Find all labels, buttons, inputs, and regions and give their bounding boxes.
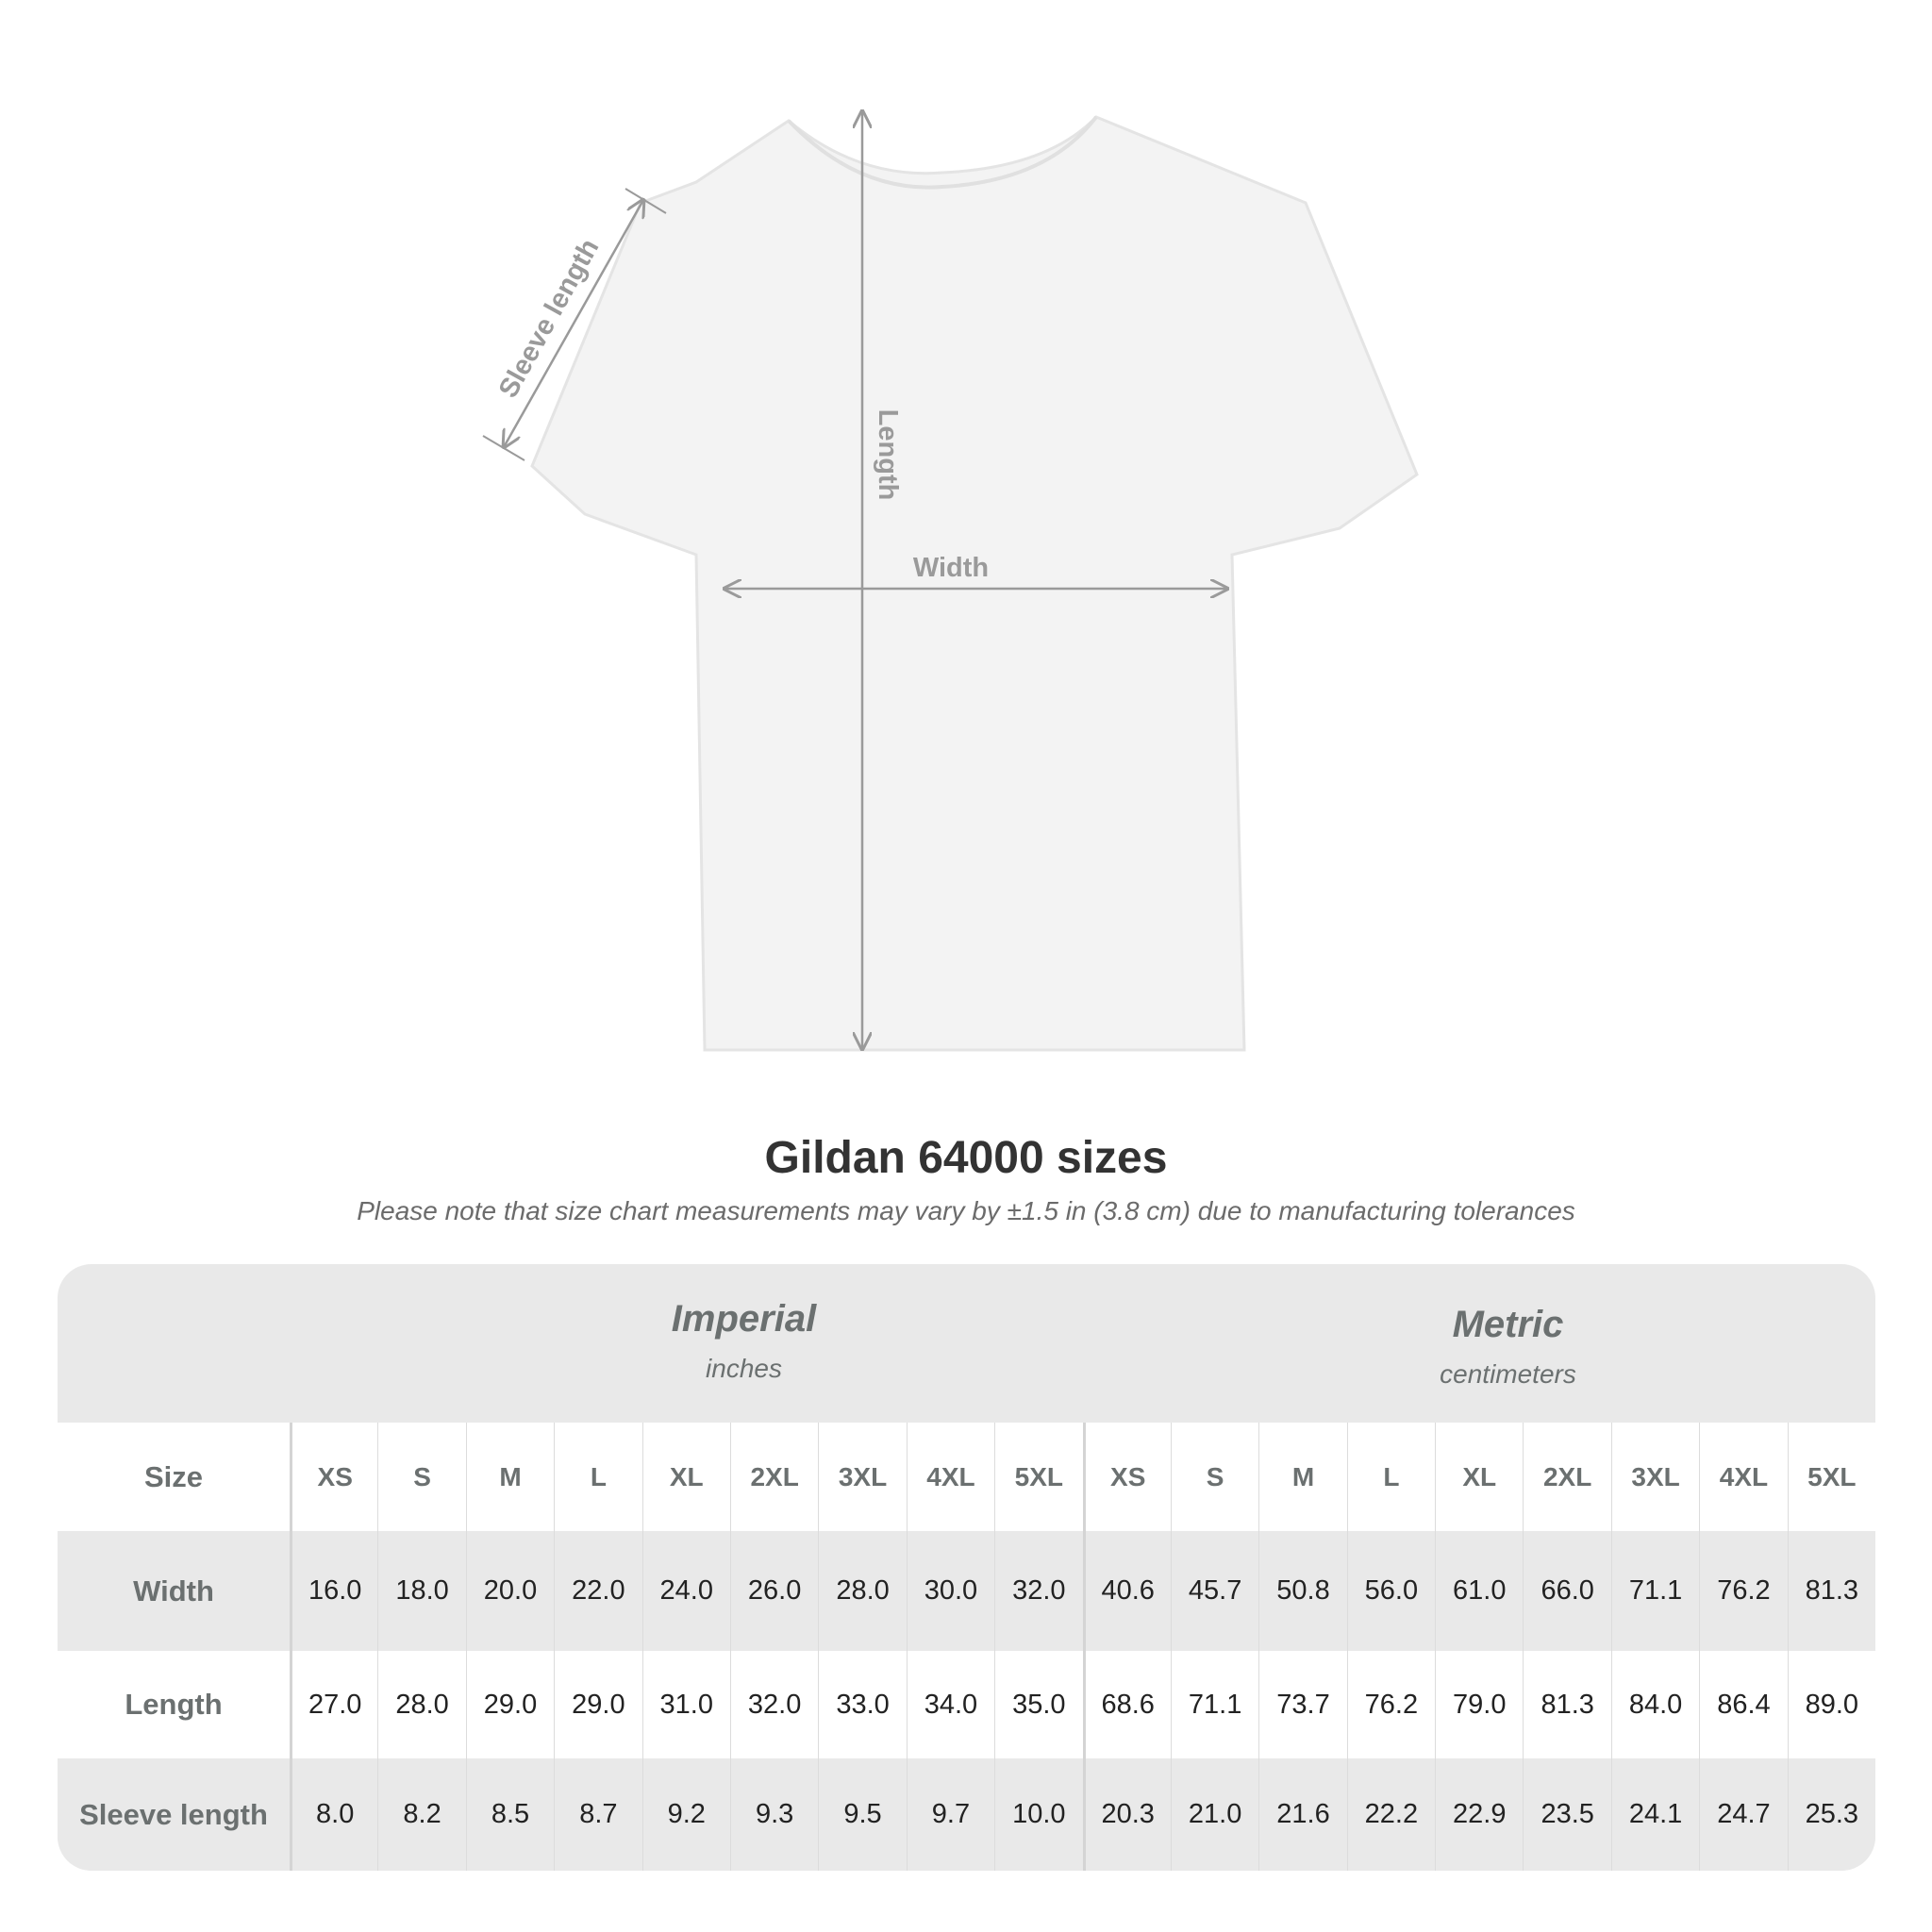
size-header-cell: 3XL [1610,1423,1699,1531]
table-cell: 66.0 [1523,1531,1610,1651]
table-cell: 20.3 [1082,1758,1171,1871]
size-header-cell: 4XL [1699,1423,1787,1531]
table-cell: 20.0 [465,1531,554,1651]
table-cell: 28.0 [818,1531,906,1651]
size-header-cell: XS [1082,1423,1171,1531]
sleeve-arrow [504,200,643,447]
table-cell: 29.0 [554,1651,641,1758]
table-cell: 24.0 [641,1531,730,1651]
page-title: Gildan 64000 sizes [764,1133,1168,1183]
table-cell: 29.0 [465,1651,554,1758]
size-header-cell: M [1258,1423,1346,1531]
table-cell: 24.1 [1610,1758,1699,1871]
width-label: Width [913,553,989,583]
table-cell: 56.0 [1346,1531,1435,1651]
table-cell: 8.5 [465,1758,554,1871]
tshirt-shape [530,115,1419,1052]
table-cell: 35.0 [994,1651,1082,1758]
table-cell: 71.1 [1610,1531,1699,1651]
table-cell: 21.6 [1258,1758,1346,1871]
table-cell: 9.2 [641,1758,730,1871]
size-header-cell: 3XL [818,1423,906,1531]
table-cell: 79.0 [1435,1651,1523,1758]
row-label: Width [133,1574,214,1607]
table-cell: 25.3 [1787,1758,1875,1871]
imperial-header: Imperial inches [347,1264,1141,1423]
table-cell: 10.0 [994,1758,1082,1871]
row-label: Sleeve length [79,1797,268,1831]
table-cell: 8.0 [290,1758,377,1871]
size-header-cell: S [1170,1423,1258,1531]
size-header-cell: S [377,1423,465,1531]
size-header-cell: 5XL [1787,1423,1875,1531]
size-header-cell: 5XL [994,1423,1082,1531]
metric-header: Metric centimeters [1141,1270,1875,1428]
width-row: Width 16.0 18.0 20.0 22.0 24.0 26.0 28.0 30.0 32.… [58,1531,1875,1651]
size-header-cell: 2XL [729,1423,818,1531]
collar [787,115,1098,190]
table-cell: 9.5 [818,1758,906,1871]
table-cell: 8.2 [377,1758,465,1871]
metric-label: Metric [1452,1304,1564,1345]
table-cell: 23.5 [1523,1758,1610,1871]
table-cell: 73.7 [1258,1651,1346,1758]
table-cell: 26.0 [729,1531,818,1651]
size-header-row: Size XS S M L XL 2XL 3XL 4XL 5XL XS S M L XL 2XL 3XL 4XL 5… [58,1423,1875,1531]
table-cell: 8.7 [554,1758,641,1871]
table-cell: 30.0 [906,1531,994,1651]
table-cell: 34.0 [906,1651,994,1758]
table-cell: 9.3 [729,1758,818,1871]
table-cell: 68.6 [1082,1651,1171,1758]
length-label: Length [873,409,903,501]
table-cell: 32.0 [729,1651,818,1758]
size-header-cell: L [1346,1423,1435,1531]
length-row: Length 27.0 28.0 29.0 29.0 31.0 32.0 33.0 34.0 35… [58,1651,1875,1758]
size-header-cell: M [465,1423,554,1531]
table-cell: 24.7 [1699,1758,1787,1871]
table-cell: 9.7 [906,1758,994,1871]
table-cell: 27.0 [290,1651,377,1758]
table-cell: 22.2 [1346,1758,1435,1871]
table-cell: 71.1 [1170,1651,1258,1758]
size-header-cell: XS [290,1423,377,1531]
table-cell: 18.0 [377,1531,465,1651]
row-label: Size [143,1459,204,1493]
table-cell: 81.3 [1787,1531,1875,1651]
table-cell: 22.9 [1435,1758,1523,1871]
table-cell: 61.0 [1435,1531,1523,1651]
imperial-unit: inches [706,1354,782,1383]
size-header-cell: XL [641,1423,730,1531]
size-table: Imperial inches Metric centimeters Size X… [58,1264,1875,1871]
metric-unit: centimeters [1440,1359,1576,1389]
table-cell: 86.4 [1699,1651,1787,1758]
table-cell: 81.3 [1523,1651,1610,1758]
table-cell: 89.0 [1787,1651,1875,1758]
table-cell: 76.2 [1699,1531,1787,1651]
table-cell: 21.0 [1170,1758,1258,1871]
size-header-cell: XL [1435,1423,1523,1531]
tshirt-diagram: Length Width Sleeve length [482,0,1419,1052]
table-cell: 76.2 [1346,1651,1435,1758]
table-cell: 40.6 [1082,1531,1171,1651]
table-cell: 16.0 [290,1531,377,1651]
table-cell: 22.0 [554,1531,641,1651]
table-cell: 33.0 [818,1651,906,1758]
table-cell: 28.0 [377,1651,465,1758]
table-cell: 32.0 [994,1531,1082,1651]
size-header-cell: L [554,1423,641,1531]
tolerance-note: Please note that size chart measurements… [357,1196,1575,1225]
sleeve-length-row: Sleeve length 8.0 8.2 8.5 8.7 9.2 9.3 9.5 9.7 10.… [58,1758,1875,1871]
table-cell: 31.0 [641,1651,730,1758]
table-cell: 84.0 [1610,1651,1699,1758]
size-header-cell: 2XL [1523,1423,1610,1531]
row-label: Length [125,1688,223,1721]
imperial-label: Imperial [671,1298,817,1340]
size-header-cell: 4XL [906,1423,994,1531]
table-cell: 50.8 [1258,1531,1346,1651]
table-cell: 45.7 [1170,1531,1258,1651]
